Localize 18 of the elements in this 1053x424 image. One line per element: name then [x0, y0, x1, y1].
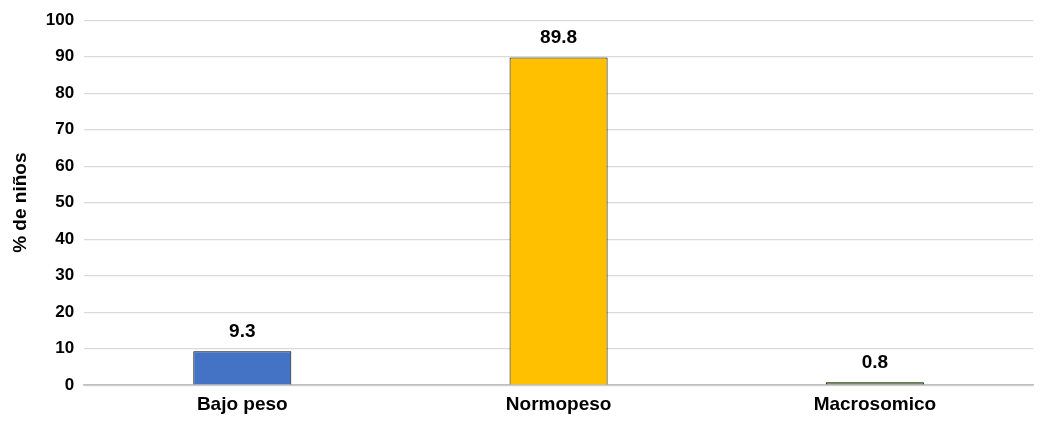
y-tick-label: 70 — [55, 119, 75, 139]
y-tick-label: 20 — [55, 301, 75, 321]
y-tick-label: 50 — [55, 192, 75, 212]
x-tick-label: Bajo peso — [196, 392, 288, 414]
data-label: 89.8 — [540, 26, 578, 48]
y-axis-title: % de niños — [8, 152, 30, 253]
y-tick-label: 40 — [55, 228, 75, 248]
y-tick-label: 10 — [55, 338, 75, 358]
x-tick-label: Macrosomico — [813, 392, 937, 414]
y-tick-label: 80 — [55, 82, 75, 102]
y-tick-label: 60 — [55, 155, 75, 175]
x-tick-label: Normopeso — [505, 392, 612, 414]
y-tick-label: 0 — [64, 374, 75, 394]
data-label: 9.3 — [229, 319, 256, 341]
data-label: 0.8 — [861, 351, 889, 373]
y-tick-label: 30 — [55, 265, 75, 285]
y-tick-label: 90 — [55, 46, 75, 66]
y-tick-label: 100 — [45, 9, 75, 29]
